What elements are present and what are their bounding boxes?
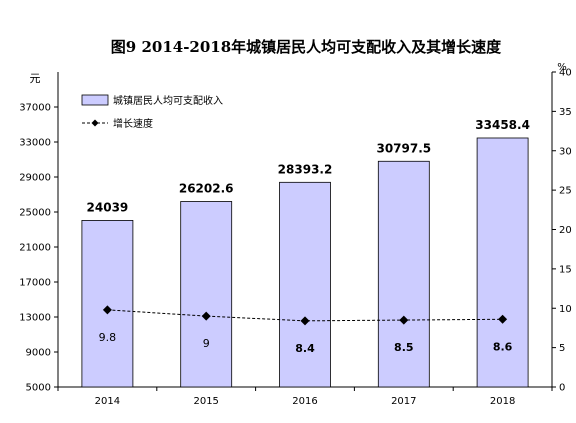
left-axis-tick-label: 13000 <box>19 313 51 324</box>
bar-value-label: 28393.2 <box>278 162 333 176</box>
bar <box>377 160 430 388</box>
legend-bar-swatch <box>81 94 109 106</box>
growth-rate-point <box>201 311 211 321</box>
bar-value-label: 33458.4 <box>475 118 530 132</box>
growth-rate-label: 9.8 <box>99 331 117 344</box>
x-axis-tick-label: 2018 <box>490 396 515 407</box>
right-axis-tick-label: 15 <box>559 264 572 275</box>
growth-rate-point <box>300 316 310 326</box>
left-axis-tick-label: 29000 <box>19 173 51 184</box>
legend: 城镇居民人均可支配收入 增长速度 <box>81 94 223 130</box>
legend-bar-label: 城镇居民人均可支配收入 <box>113 94 223 107</box>
x-axis-tick-label: 2017 <box>391 396 416 407</box>
bar <box>279 181 331 388</box>
legend-line-marker-icon <box>91 119 99 127</box>
left-axis-tick-label: 21000 <box>19 243 51 254</box>
left-axis-tick-label: 9000 <box>26 348 51 359</box>
left-axis-tick-label: 33000 <box>19 138 51 149</box>
growth-rate-label: 8.4 <box>295 342 315 355</box>
right-axis-tick-label: 25 <box>559 186 572 197</box>
bar <box>81 220 134 388</box>
bar-value-label: 24039 <box>87 200 129 214</box>
growth-rate-point <box>498 314 508 324</box>
left-axis-tick-label: 37000 <box>19 103 51 114</box>
growth-rate-point <box>399 315 409 325</box>
left-axis-unit-label: 元 <box>30 72 41 85</box>
bar <box>180 201 233 388</box>
growth-rate-point <box>102 305 112 315</box>
right-axis-tick-label: 30 <box>559 146 572 157</box>
bar-value-label: 26202.6 <box>179 181 234 195</box>
x-axis-tick-label: 2016 <box>292 396 317 407</box>
x-axis-tick-label: 2014 <box>95 396 120 407</box>
right-axis-tick-label: 40 <box>559 68 572 79</box>
bar <box>476 137 529 388</box>
right-axis-unit-label: % <box>557 62 567 73</box>
right-axis-tick-label: 35 <box>559 107 572 118</box>
right-axis-tick-label: 5 <box>559 343 565 354</box>
left-axis-tick-label: 17000 <box>19 278 51 289</box>
right-axis-tick-label: 20 <box>559 225 572 236</box>
growth-rate-label: 9 <box>203 337 210 350</box>
legend-line-label: 增长速度 <box>113 117 153 130</box>
plot-area: 5000 9000 13000 17000 21000 25000 29000 33000 37… <box>19 68 572 408</box>
chart-title: 图9 2014-2018年城镇居民人均可支配收入及其增长速度 <box>111 38 502 56</box>
growth-rate-label: 8.5 <box>394 341 414 354</box>
bar-value-label: 30797.5 <box>376 141 431 155</box>
growth-rate-label: 8.6 <box>493 340 513 353</box>
right-axis-tick-label: 10 <box>559 304 572 315</box>
left-axis-tick-label: 25000 <box>19 208 51 219</box>
x-axis-tick-label: 2015 <box>193 396 218 407</box>
left-axis-tick-label: 5000 <box>26 383 51 394</box>
right-axis-tick-label: 0 <box>559 383 565 394</box>
